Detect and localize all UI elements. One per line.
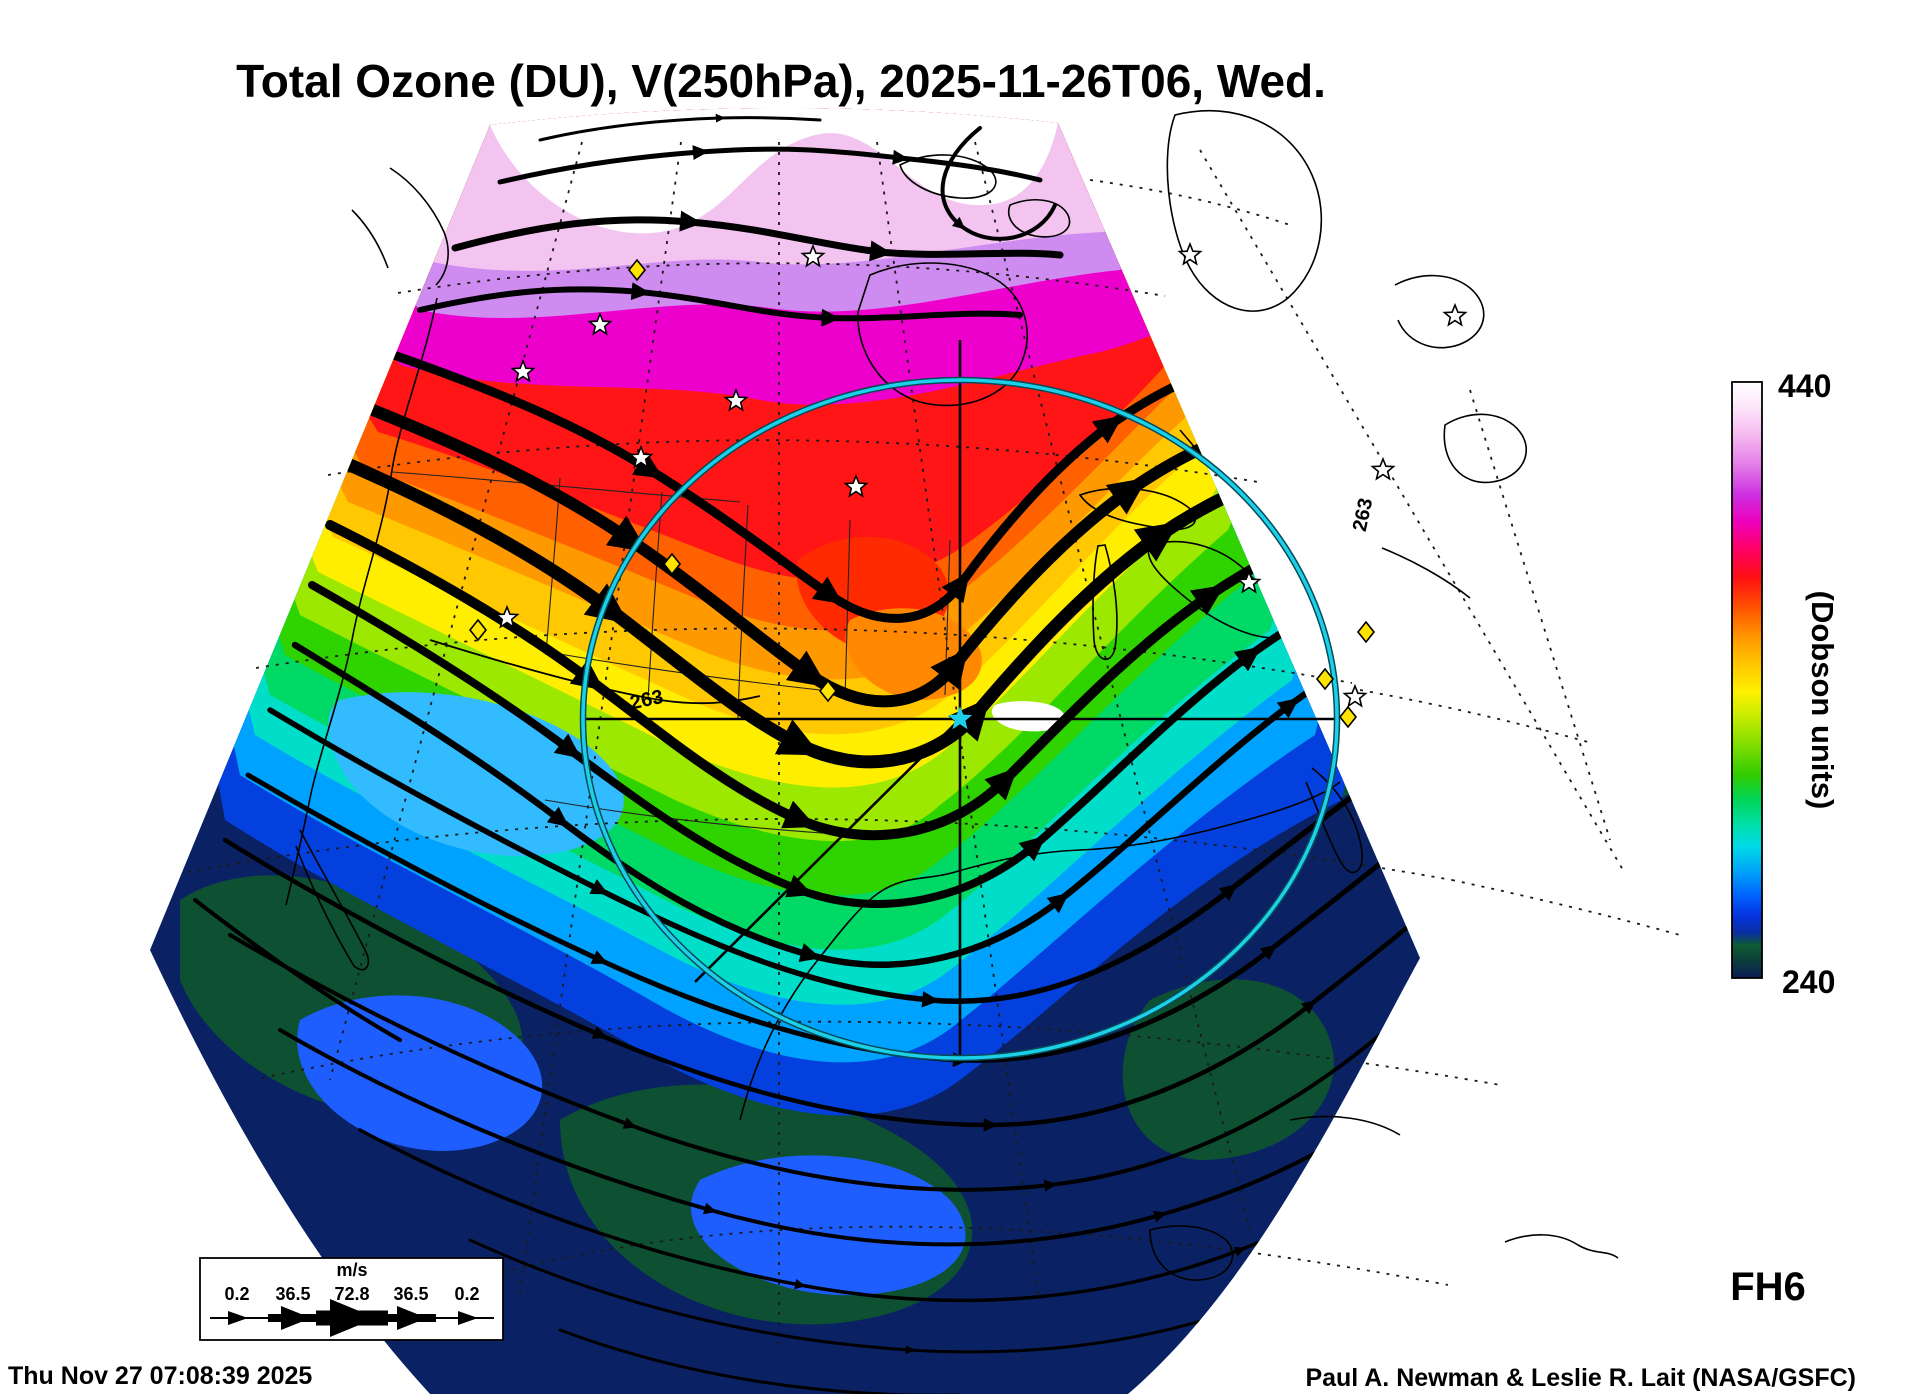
range-circle-group xyxy=(579,340,1341,1062)
wind-legend-tick: 36.5 xyxy=(393,1284,428,1304)
wind-legend-tick: 0.2 xyxy=(454,1284,479,1304)
station-diamond-icon xyxy=(1339,706,1357,728)
credit-text: Paul A. Newman & Leslie R. Lait (NASA/GS… xyxy=(1305,1364,1856,1392)
colorbar-units-label: (Dobson units) xyxy=(1805,591,1840,810)
plot-title: Total Ozone (DU), V(250hPa), 2025-11-26T… xyxy=(236,55,1326,107)
forecast-hour-label: FH6 xyxy=(1730,1265,1806,1309)
city-star-icon xyxy=(1343,685,1367,707)
crosshair-diagonal-line xyxy=(694,718,961,983)
station-diamond-icon xyxy=(1357,621,1375,643)
city-star-icon xyxy=(1371,458,1395,480)
wind-legend-arrows xyxy=(210,1299,494,1337)
streamlines-group xyxy=(193,113,1420,1394)
wind-legend-units: m/s xyxy=(336,1260,367,1280)
wind-legend: m/s 0.2 36.5 72.8 36.5 0.2 xyxy=(199,1257,504,1341)
city-star-icon xyxy=(1443,304,1467,326)
city-star-icon xyxy=(1178,243,1202,265)
contour-label: 263 xyxy=(1349,496,1377,533)
colorbar-min-label: 240 xyxy=(1782,964,1835,1000)
wind-legend-tick: 36.5 xyxy=(275,1284,310,1304)
wind-legend-tick: 72.8 xyxy=(334,1284,369,1304)
colorbar-gradient-bar xyxy=(1731,381,1763,979)
wind-legend-tick: 0.2 xyxy=(224,1284,249,1304)
range-circle xyxy=(581,378,1339,1060)
colorbar-max-label: 440 xyxy=(1778,368,1831,404)
colorbar: 440 240 (Dobson units) xyxy=(1731,368,1840,1000)
render-timestamp: Thu Nov 27 07:08:39 2025 xyxy=(8,1362,312,1390)
